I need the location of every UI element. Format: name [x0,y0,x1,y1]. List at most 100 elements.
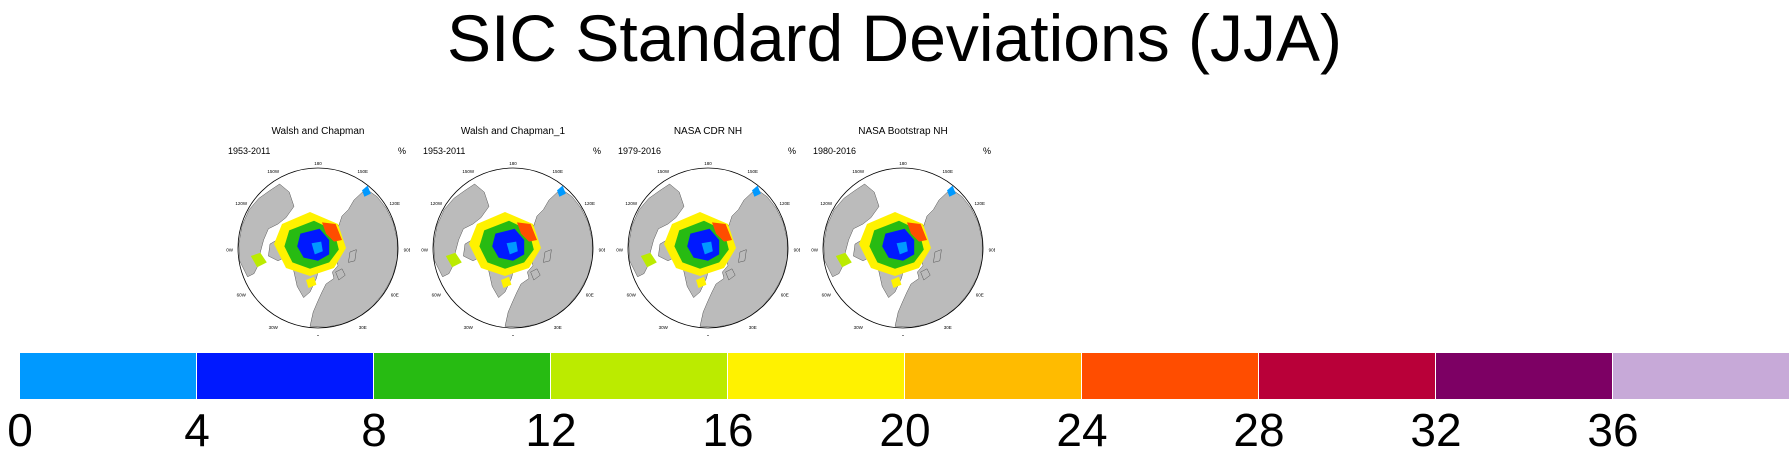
colorbar-tick-label: 36 [1587,404,1639,456]
panel-unit: % [592,146,601,156]
map-boundary [432,167,594,329]
sic-variability-area [752,185,761,197]
longitude-label: 120W [625,201,638,206]
sic-variability-area [445,252,462,268]
panel-period: 1953-2011 [423,146,466,156]
land-area [530,268,541,281]
longitude-label: 90E [404,248,410,253]
longitude-label: 150E [748,169,759,174]
longitude-label: 30E [944,325,952,330]
map-panel: 180 150W 150E 120W 120E 90W 90E 60W 60E 30W 30E 0 N… [616,126,800,336]
longitude-label: 90E [989,248,995,253]
panel-title: NASA Bootstrap NH [858,126,948,137]
colorbar-tick-label: 8 [361,404,387,456]
longitude-label: 180 [314,161,322,166]
colorbar-tick-label: 16 [702,404,754,456]
longitude-label: 90W [421,248,429,253]
map-panel: 180 150W 150E 120W 120E 90W 90E 60W 60E 30W 30E 0 W… [226,126,410,336]
sic-variability-area [322,222,342,242]
sic-variability-area [712,222,732,242]
colorbar-box [1259,353,1436,399]
longitude-label: 0 [317,334,320,336]
map-boundary [237,167,399,329]
longitude-label: 120W [430,201,443,206]
panel-title: Walsh and Chapman [271,126,365,137]
land-area [933,249,942,263]
sic-variability-area [311,241,323,255]
sic-variability-area [891,276,902,288]
colorbar-box [905,353,1082,399]
longitude-label: 120E [975,201,986,206]
longitude-label: 150W [267,169,280,174]
longitude-label: 90W [226,248,234,253]
longitude-label: 60E [976,292,984,297]
colorbar-tick-label: 4 [184,404,210,456]
land-area [725,268,736,281]
longitude-label: 30W [269,325,279,330]
longitude-label: 90E [599,248,605,253]
land-area [920,268,931,281]
sic-variability-area [696,276,707,288]
longitude-label: 120E [390,201,401,206]
longitude-label: 60W [432,292,442,297]
colorbar-box [20,353,197,399]
longitude-label: 120W [820,201,833,206]
longitude-label: 30E [749,325,757,330]
longitude-label: 150E [358,169,369,174]
colorbar-box [197,353,374,399]
colorbar-box [1613,353,1789,399]
colorbar-tick-label: 28 [1233,404,1285,456]
longitude-label: 120W [235,201,248,206]
longitude-label: 30W [854,325,864,330]
panel-title: Walsh and Chapman_1 [460,126,566,137]
longitude-label: 30E [554,325,562,330]
panel-unit: % [982,146,991,156]
map-panel: 180 150W 150E 120W 120E 90W 90E 60W 60E 30W 30E 0 W… [421,126,605,336]
longitude-label: 150W [852,169,865,174]
sic-variability-area [362,185,371,197]
colorbar-tick-label: 12 [525,404,577,456]
longitude-label: 90W [811,248,819,253]
polar-map: 180 150W 150E 120W 120E 90W 90E 60W 60E 30W 30E 0 [616,161,800,336]
sic-variability-area [640,252,657,268]
colorbar-tick-label: 24 [1056,404,1108,456]
colorbar-box [374,353,551,399]
longitude-label: 30W [464,325,474,330]
longitude-label: 0 [902,334,905,336]
longitude-label: 60E [586,292,594,297]
land-area [348,249,357,263]
longitude-label: 30E [359,325,367,330]
sic-variability-area [557,185,566,197]
longitude-label: 30W [659,325,669,330]
longitude-label: 180 [704,161,712,166]
panel-period: 1980-2016 [813,146,857,156]
polar-map: 180 150W 150E 120W 120E 90W 90E 60W 60E 30W 30E 0 [226,161,410,336]
longitude-label: 150E [553,169,564,174]
sic-variability-area [306,276,317,288]
colorbar-tick-label: 0 [7,404,33,456]
sic-variability-area [835,252,852,268]
colorbar-box [551,353,728,399]
longitude-label: 180 [509,161,517,166]
colorbar-box [1436,353,1613,399]
land-area [738,249,747,263]
longitude-label: 60W [237,292,247,297]
panel-title: NASA CDR NH [673,126,743,137]
colorbar [20,353,1789,399]
colorbar-tick-label: 20 [879,404,931,456]
sic-variability-area [501,276,512,288]
sic-variability-area [907,222,927,242]
sic-variability-area [896,241,908,255]
map-boundary [627,167,789,329]
colorbar-box [1082,353,1259,399]
longitude-label: 150W [462,169,475,174]
longitude-label: 0 [707,334,710,336]
sic-variability-area [506,241,518,255]
longitude-label: 0 [512,334,515,336]
longitude-label: 90W [616,248,624,253]
polar-map: 180 150W 150E 120W 120E 90W 90E 60W 60E 30W 30E 0 [811,161,995,336]
sic-variability-area [517,222,537,242]
sic-variability-area [701,241,713,255]
page-title: SIC Standard Deviations (JJA) [446,1,1343,75]
longitude-label: 90E [794,248,800,253]
